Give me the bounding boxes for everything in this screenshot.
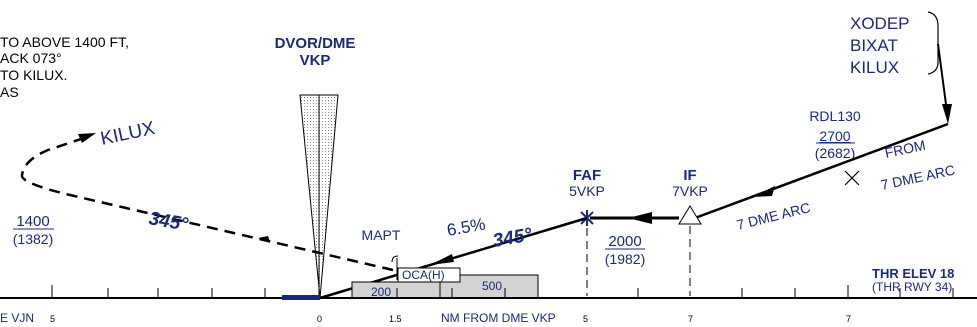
- runway-bar: [282, 295, 320, 300]
- scale-tick-label-1-5: 1.5: [389, 314, 402, 324]
- radial-crossing-x-icon: [844, 170, 860, 186]
- missed-course: 345°: [147, 208, 190, 236]
- faf-altitude-h: (1982): [605, 251, 645, 267]
- oca-box: [397, 267, 461, 283]
- terrain-500-label: 500: [482, 279, 502, 293]
- scale-tick-label-7: 7: [688, 314, 693, 324]
- threshold-rwy: (THR RWY 34): [872, 280, 952, 294]
- mapt-bracket: [391, 255, 399, 263]
- arc-altitude-h: (2682): [815, 145, 855, 161]
- missed-altitude-h: (1382): [13, 231, 53, 247]
- final-course: 345°: [491, 224, 534, 252]
- arc-label-right: 7 DME ARC: [879, 162, 956, 193]
- entry-fix-2: BIXAT: [850, 36, 898, 55]
- descent-gradient: 6.5%: [445, 214, 486, 239]
- faf-name: 5VKP: [569, 183, 605, 199]
- if-faf-arrow-icon: [628, 212, 652, 224]
- note-line-4: AS: [0, 84, 19, 100]
- faf-label: FAF: [573, 167, 601, 184]
- entry-fix-3: KILUX: [850, 58, 899, 77]
- if-triangle-icon: [678, 205, 702, 225]
- terrain-200-label: 200: [371, 285, 391, 299]
- oca-label: OCA(H): [402, 268, 445, 282]
- entry-bracket: [927, 11, 939, 75]
- entry-fix-1: XODEP: [850, 14, 910, 33]
- arc-altitude: 2700: [819, 128, 850, 144]
- distance-scale: [51, 285, 954, 298]
- threshold-elev: THR ELEV 18: [872, 266, 954, 281]
- note-line-3: TO KILUX.: [0, 67, 67, 83]
- entry-track-arrow-icon: [942, 104, 952, 124]
- scale-tick-label-5-right: 5: [583, 314, 588, 324]
- missed-approach-path: [20, 134, 394, 272]
- faf-altitude: 2000: [608, 233, 641, 250]
- navaid-ident: VKP: [300, 52, 331, 69]
- radial-label: RDL130: [809, 108, 861, 124]
- scale-tick-label-7-right: 7: [846, 314, 851, 324]
- scale-tick-label-5-left: 5: [50, 314, 55, 324]
- final-approach-arrow-icon: [430, 254, 454, 265]
- scale-tick-label-0: 0: [317, 314, 322, 324]
- missed-altitude: 1400: [16, 213, 49, 230]
- note-line-1: TO ABOVE 1400 FT,: [0, 34, 129, 50]
- arc-track-arrow-icon: [752, 186, 775, 197]
- kilux-label: KILUX: [99, 118, 157, 150]
- missed-approach-arrow-2-icon: [78, 133, 96, 143]
- scale-left-label: E VJN: [0, 311, 34, 325]
- missed-approach-arrow-1-icon: [258, 236, 270, 242]
- entry-track-line: [937, 43, 948, 113]
- arc-track-line: [694, 122, 949, 220]
- mapt-label: MAPT: [362, 227, 401, 243]
- scale-axis-label: NM FROM DME VKP: [441, 311, 556, 325]
- if-label: IF: [683, 167, 696, 184]
- terrain-box-200: [351, 281, 441, 299]
- if-name: 7VKP: [672, 183, 708, 199]
- navaid-type: DVOR/DME: [275, 35, 356, 52]
- arc-label-left: 7 DME ARC: [735, 199, 812, 233]
- note-line-2: ACK 073°: [0, 50, 62, 66]
